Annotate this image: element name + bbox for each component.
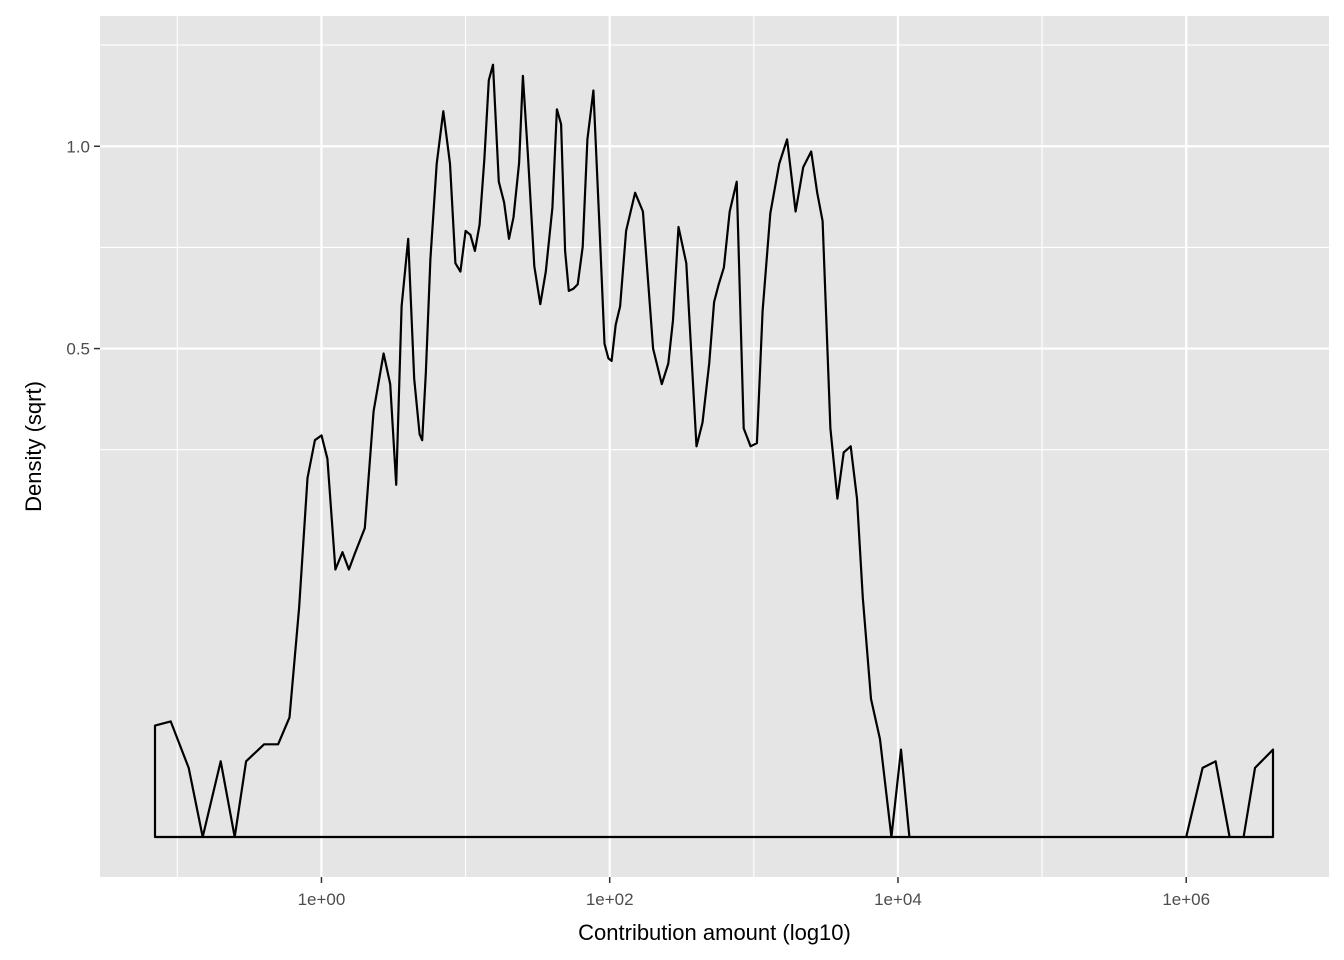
major-grid-x — [320, 16, 1188, 877]
major-grid-y — [100, 145, 1329, 350]
y-axis-ticks: 0.5 1.0 — [66, 137, 100, 359]
x-axis-title: Contribution amount (log10) — [578, 920, 851, 945]
y-axis-title: Density (sqrt) — [21, 381, 46, 512]
x-tick-label: 1e+02 — [586, 890, 634, 909]
y-tick-label: 0.5 — [66, 340, 90, 359]
x-tick-label: 1e+00 — [298, 890, 346, 909]
minor-grid-y — [100, 44, 1329, 451]
x-tick-label: 1e+06 — [1162, 890, 1210, 909]
density-series-line — [153, 63, 1275, 839]
x-tick-label: 1e+04 — [874, 890, 922, 909]
y-tick-label: 1.0 — [66, 137, 90, 156]
minor-grid-x — [176, 16, 1043, 877]
plot-panel — [100, 16, 1329, 877]
x-axis-ticks: 1e+00 1e+02 1e+04 1e+06 — [298, 877, 1210, 909]
